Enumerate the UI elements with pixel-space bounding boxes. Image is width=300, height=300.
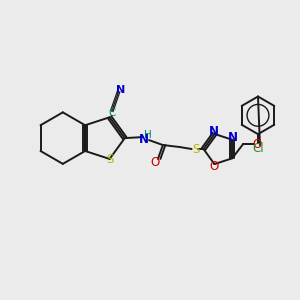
Text: N: N	[116, 85, 125, 94]
Text: O: O	[210, 160, 219, 172]
Text: C: C	[108, 108, 116, 118]
Text: H: H	[144, 130, 152, 140]
Text: O: O	[252, 138, 262, 151]
Text: S: S	[192, 142, 199, 155]
Text: N: N	[228, 131, 238, 144]
Text: N: N	[208, 125, 218, 139]
Text: N: N	[139, 133, 149, 146]
Text: O: O	[150, 156, 160, 170]
Text: Cl: Cl	[252, 142, 264, 154]
Text: S: S	[106, 153, 113, 167]
